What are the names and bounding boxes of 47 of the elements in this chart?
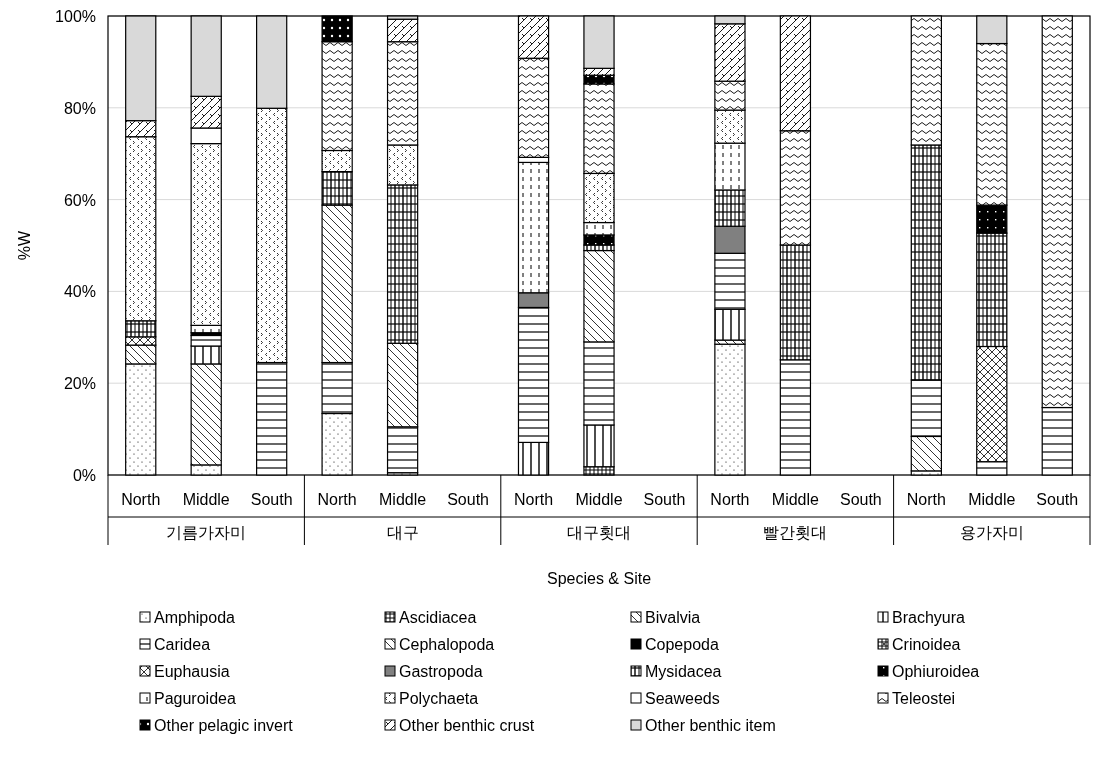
legend-label: Seaweeds <box>645 690 720 707</box>
y-tick-label: 0% <box>72 467 96 484</box>
text: 대구횟대 <box>567 524 631 541</box>
legend-label: Bivalvia <box>645 609 701 626</box>
x-tick-label: South <box>1036 491 1079 508</box>
x-tick-label: South <box>643 491 686 508</box>
x-tick-label: South <box>447 491 489 508</box>
x-axis-title: Species & Site <box>546 570 652 587</box>
x-tick-label: Middle <box>379 491 427 508</box>
y-tick-label: 40% <box>63 283 96 301</box>
text: 기름가자미 <box>166 524 247 541</box>
legend-label: Ophiuroidea <box>892 663 980 680</box>
y-tick-label: 20% <box>63 375 96 393</box>
text: 대구 <box>386 524 419 541</box>
y-tick-label: 60% <box>63 191 96 209</box>
legend-label: Euphausia <box>154 663 230 680</box>
x-tick-label: South <box>839 491 882 508</box>
legend-label: Caridea <box>154 636 211 653</box>
x-tick-label: North <box>317 491 357 508</box>
legend-label: Other benthic item <box>645 717 776 734</box>
x-tick-label: Middle <box>575 491 623 508</box>
legend-label: Brachyura <box>892 609 966 626</box>
x-tick-label: North <box>121 491 161 508</box>
legend-label: Teleostei <box>892 690 956 707</box>
legend-label: Copepoda <box>645 636 719 653</box>
x-tick-label: North <box>906 491 946 508</box>
text: 빨간횟대 <box>763 524 828 541</box>
legend-label: Mysidacea <box>645 663 722 680</box>
legend-label: Cephalopoda <box>399 636 495 653</box>
legend-label: Other pelagic invert <box>154 717 294 734</box>
y-axis-title: %W <box>16 229 33 261</box>
legend-label: Ascidiacea <box>399 609 477 626</box>
legend-label: Amphipoda <box>154 609 236 626</box>
y-tick-label: 100% <box>55 8 96 25</box>
legend-label: Gastropoda <box>399 663 483 680</box>
x-tick-label: North <box>710 491 750 508</box>
legend-label: Other benthic crust <box>399 717 535 734</box>
text: 용가자미 <box>959 524 1024 541</box>
x-tick-label: North <box>513 491 554 508</box>
legend-label: Paguroidea <box>154 690 236 707</box>
x-tick-label: South <box>250 491 293 508</box>
legend-label: Crinoidea <box>892 636 961 653</box>
x-tick-label: Middle <box>968 491 1016 508</box>
y-tick-label: 80% <box>63 99 96 117</box>
x-tick-label: Middle <box>771 491 820 508</box>
legend-label: Polychaeta <box>399 690 479 707</box>
x-tick-label: Middle <box>182 491 230 508</box>
